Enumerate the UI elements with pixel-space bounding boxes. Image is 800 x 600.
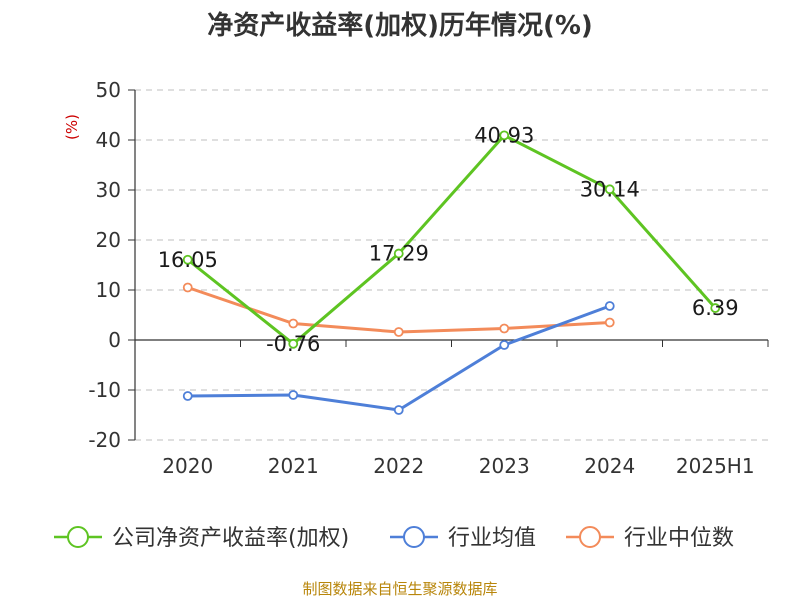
- data-label: 40.93: [474, 123, 534, 147]
- y-tick-label: 10: [96, 278, 121, 302]
- x-tick-label: 2023: [479, 454, 530, 478]
- series-line: [187, 304, 611, 412]
- y-tick-label: -20: [88, 428, 121, 452]
- x-tick-label: 2021: [268, 454, 319, 478]
- legend-label: 公司净资产收益率(加权): [112, 526, 349, 551]
- data-point: [393, 405, 404, 415]
- y-tick-label: 20: [96, 228, 121, 252]
- x-tick-label: 2020: [162, 454, 213, 478]
- y-tick-label: 40: [96, 128, 121, 152]
- data-label: -0.76: [266, 332, 320, 356]
- data-point: [604, 301, 615, 311]
- x-tick-label: 2025H1: [676, 454, 755, 478]
- y-tick-label: -10: [88, 378, 121, 402]
- data-point: [499, 340, 510, 350]
- series-lines: [182, 130, 721, 415]
- legend-marker: [579, 526, 601, 548]
- source-note: 制图数据来自恒生聚源数据库: [302, 580, 497, 598]
- data-point: [710, 303, 721, 313]
- data-label: 17.29: [369, 242, 429, 266]
- data-point: [182, 282, 193, 293]
- axes: -20 -10 0 10 20 30 40 50 2020 2021 2022 2023 2024 202…: [88, 78, 769, 478]
- data-point: [393, 248, 404, 259]
- data-label: 6.39: [692, 296, 739, 320]
- y-axis-label: (%): [63, 114, 81, 140]
- data-labels: 16.05 -0.76 17.29 40.93 30.14 6.39: [158, 123, 739, 355]
- x-tick-label: 2024: [584, 454, 635, 478]
- data-point: [393, 327, 404, 337]
- series-line: [186, 133, 717, 346]
- grid-lines: [135, 89, 768, 441]
- data-point: [182, 254, 193, 265]
- data-point: [499, 130, 510, 141]
- y-tick-label: 30: [96, 178, 121, 202]
- data-label: 16.05: [158, 248, 218, 272]
- legend-label: 行业均值: [448, 526, 536, 551]
- data-point: [288, 318, 299, 329]
- legend-label: 行业中位数: [624, 526, 734, 551]
- data-label: 30.14: [580, 177, 640, 201]
- data-point: [604, 184, 615, 195]
- data-point: [499, 323, 510, 334]
- data-point: [182, 391, 193, 401]
- legend-marker: [67, 526, 89, 548]
- data-point: [288, 338, 299, 349]
- y-tick-label: 0: [108, 328, 121, 352]
- y-tick-label: 50: [96, 78, 121, 102]
- legend: 公司净资产收益率(加权) 行业均值 行业中位数: [54, 526, 734, 551]
- x-tick-label: 2022: [373, 454, 424, 478]
- data-point: [604, 317, 615, 328]
- legend-marker: [403, 526, 425, 548]
- data-point: [288, 390, 299, 400]
- chart-title: 净资产收益率(加权)历年情况(%): [207, 10, 593, 41]
